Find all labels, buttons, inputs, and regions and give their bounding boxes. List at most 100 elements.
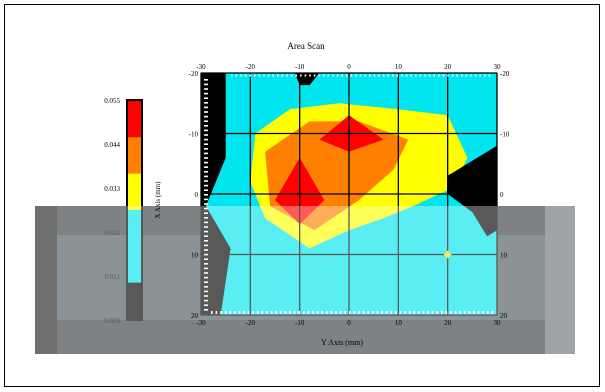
edge-dot (410, 74, 412, 77)
edge-dot (387, 74, 389, 77)
edge-dot (382, 74, 385, 77)
edge-dot (204, 129, 208, 132)
edge-dot (298, 311, 300, 314)
edge-dot (204, 161, 208, 164)
y-tick-label-right: 20 (500, 312, 508, 320)
edge-dot (286, 74, 288, 77)
edge-dot (339, 311, 342, 314)
edge-dot (284, 311, 287, 314)
photo-overlay (35, 206, 575, 354)
edge-dot (358, 311, 360, 314)
edge-dot (335, 311, 337, 314)
edge-dot (488, 74, 491, 77)
x-axis-label: Y Axis (mm) (321, 338, 363, 347)
edge-dot (316, 311, 319, 314)
x-tick-label-top: -30 (196, 63, 206, 71)
edge-dot (468, 311, 471, 314)
y-tick-label-right: 0 (500, 191, 504, 199)
chart-title: Area Scan (287, 41, 325, 51)
edge-dot (204, 157, 208, 159)
edge-dot (404, 311, 406, 314)
edge-dot (341, 74, 343, 77)
colorbar-swatches (128, 101, 141, 320)
colorbar-label: 0.011 (105, 273, 121, 281)
y-tick-label-left: -20 (189, 70, 199, 78)
edge-dot (240, 74, 242, 77)
edge-dot (204, 143, 208, 145)
x-tick-label-bottom: 10 (395, 319, 403, 327)
edge-dot (399, 311, 402, 314)
edge-dot (204, 198, 208, 201)
edge-dot (424, 74, 426, 77)
edge-dot (318, 74, 320, 77)
edge-dot (293, 311, 296, 314)
edge-dot (204, 102, 208, 104)
edge-dot (362, 311, 365, 314)
edge-dot (359, 74, 362, 77)
colorbar-swatch (128, 101, 141, 138)
edge-dot (204, 221, 208, 224)
chart-window: 0.055 0.044 0.033 0.022 0.011 0.000 -30-… (4, 4, 600, 387)
edge-dot (247, 311, 250, 314)
colorbar-swatch (128, 137, 141, 175)
edge-dot (204, 97, 208, 99)
edge-dot (336, 74, 339, 77)
edge-dot (204, 212, 208, 214)
y-tick-label-right: 10 (500, 252, 508, 260)
edge-dot (204, 111, 208, 113)
edge-dot (346, 74, 348, 77)
x-tick-label-top: 20 (444, 63, 452, 71)
x-tick-label-bottom: -20 (246, 319, 256, 327)
edge-dot (465, 74, 468, 77)
edge-dot (459, 311, 461, 314)
edge-dot (436, 311, 438, 314)
edge-dot (204, 92, 208, 95)
x-tick-label-bottom: 20 (444, 319, 452, 327)
edge-dot (204, 309, 208, 311)
x-tick-label-top: 10 (395, 63, 403, 71)
edge-dot (381, 311, 383, 314)
y-tick-label-left: 10 (191, 252, 199, 260)
edge-dot (309, 74, 311, 77)
edge-dot (461, 74, 463, 77)
edge-dot (454, 311, 457, 314)
edge-dot (235, 74, 238, 77)
edge-dot (204, 203, 208, 205)
edge-dot (204, 138, 208, 141)
edge-dot (422, 311, 425, 314)
edge-dot (270, 311, 273, 314)
edge-dot (442, 74, 445, 77)
edge-dot (330, 311, 333, 314)
edge-dot (258, 74, 261, 77)
colorbar-swatch (128, 282, 141, 320)
edge-dot (372, 311, 374, 314)
edge-dot (367, 311, 369, 314)
edge-dot (204, 184, 208, 187)
edge-dot (303, 311, 305, 314)
edge-dot (470, 74, 472, 77)
edge-dot (419, 74, 422, 77)
colorbar-label: 0.000 (104, 317, 120, 325)
photo-left-dark (35, 206, 57, 354)
edge-dot (215, 311, 218, 314)
edge-dot (290, 74, 293, 77)
y-tick-label-right: -10 (500, 131, 510, 139)
x-tick-label-top: 30 (494, 63, 502, 71)
edge-dot (413, 311, 415, 314)
edge-dot (204, 304, 208, 306)
zero-region (447, 145, 497, 237)
edge-dot (428, 74, 431, 77)
edge-dot (204, 175, 208, 178)
edge-dot (231, 74, 233, 77)
edge-dot (323, 74, 325, 77)
edge-dot (353, 311, 356, 314)
edge-dot (204, 180, 208, 182)
edge-dot (204, 125, 208, 127)
photo-right-part (545, 206, 575, 354)
colorbar-swatch (128, 246, 141, 284)
edge-dot (392, 74, 394, 77)
edge-dot (355, 74, 357, 77)
edge-dot (204, 194, 208, 196)
edge-dot (364, 74, 366, 77)
